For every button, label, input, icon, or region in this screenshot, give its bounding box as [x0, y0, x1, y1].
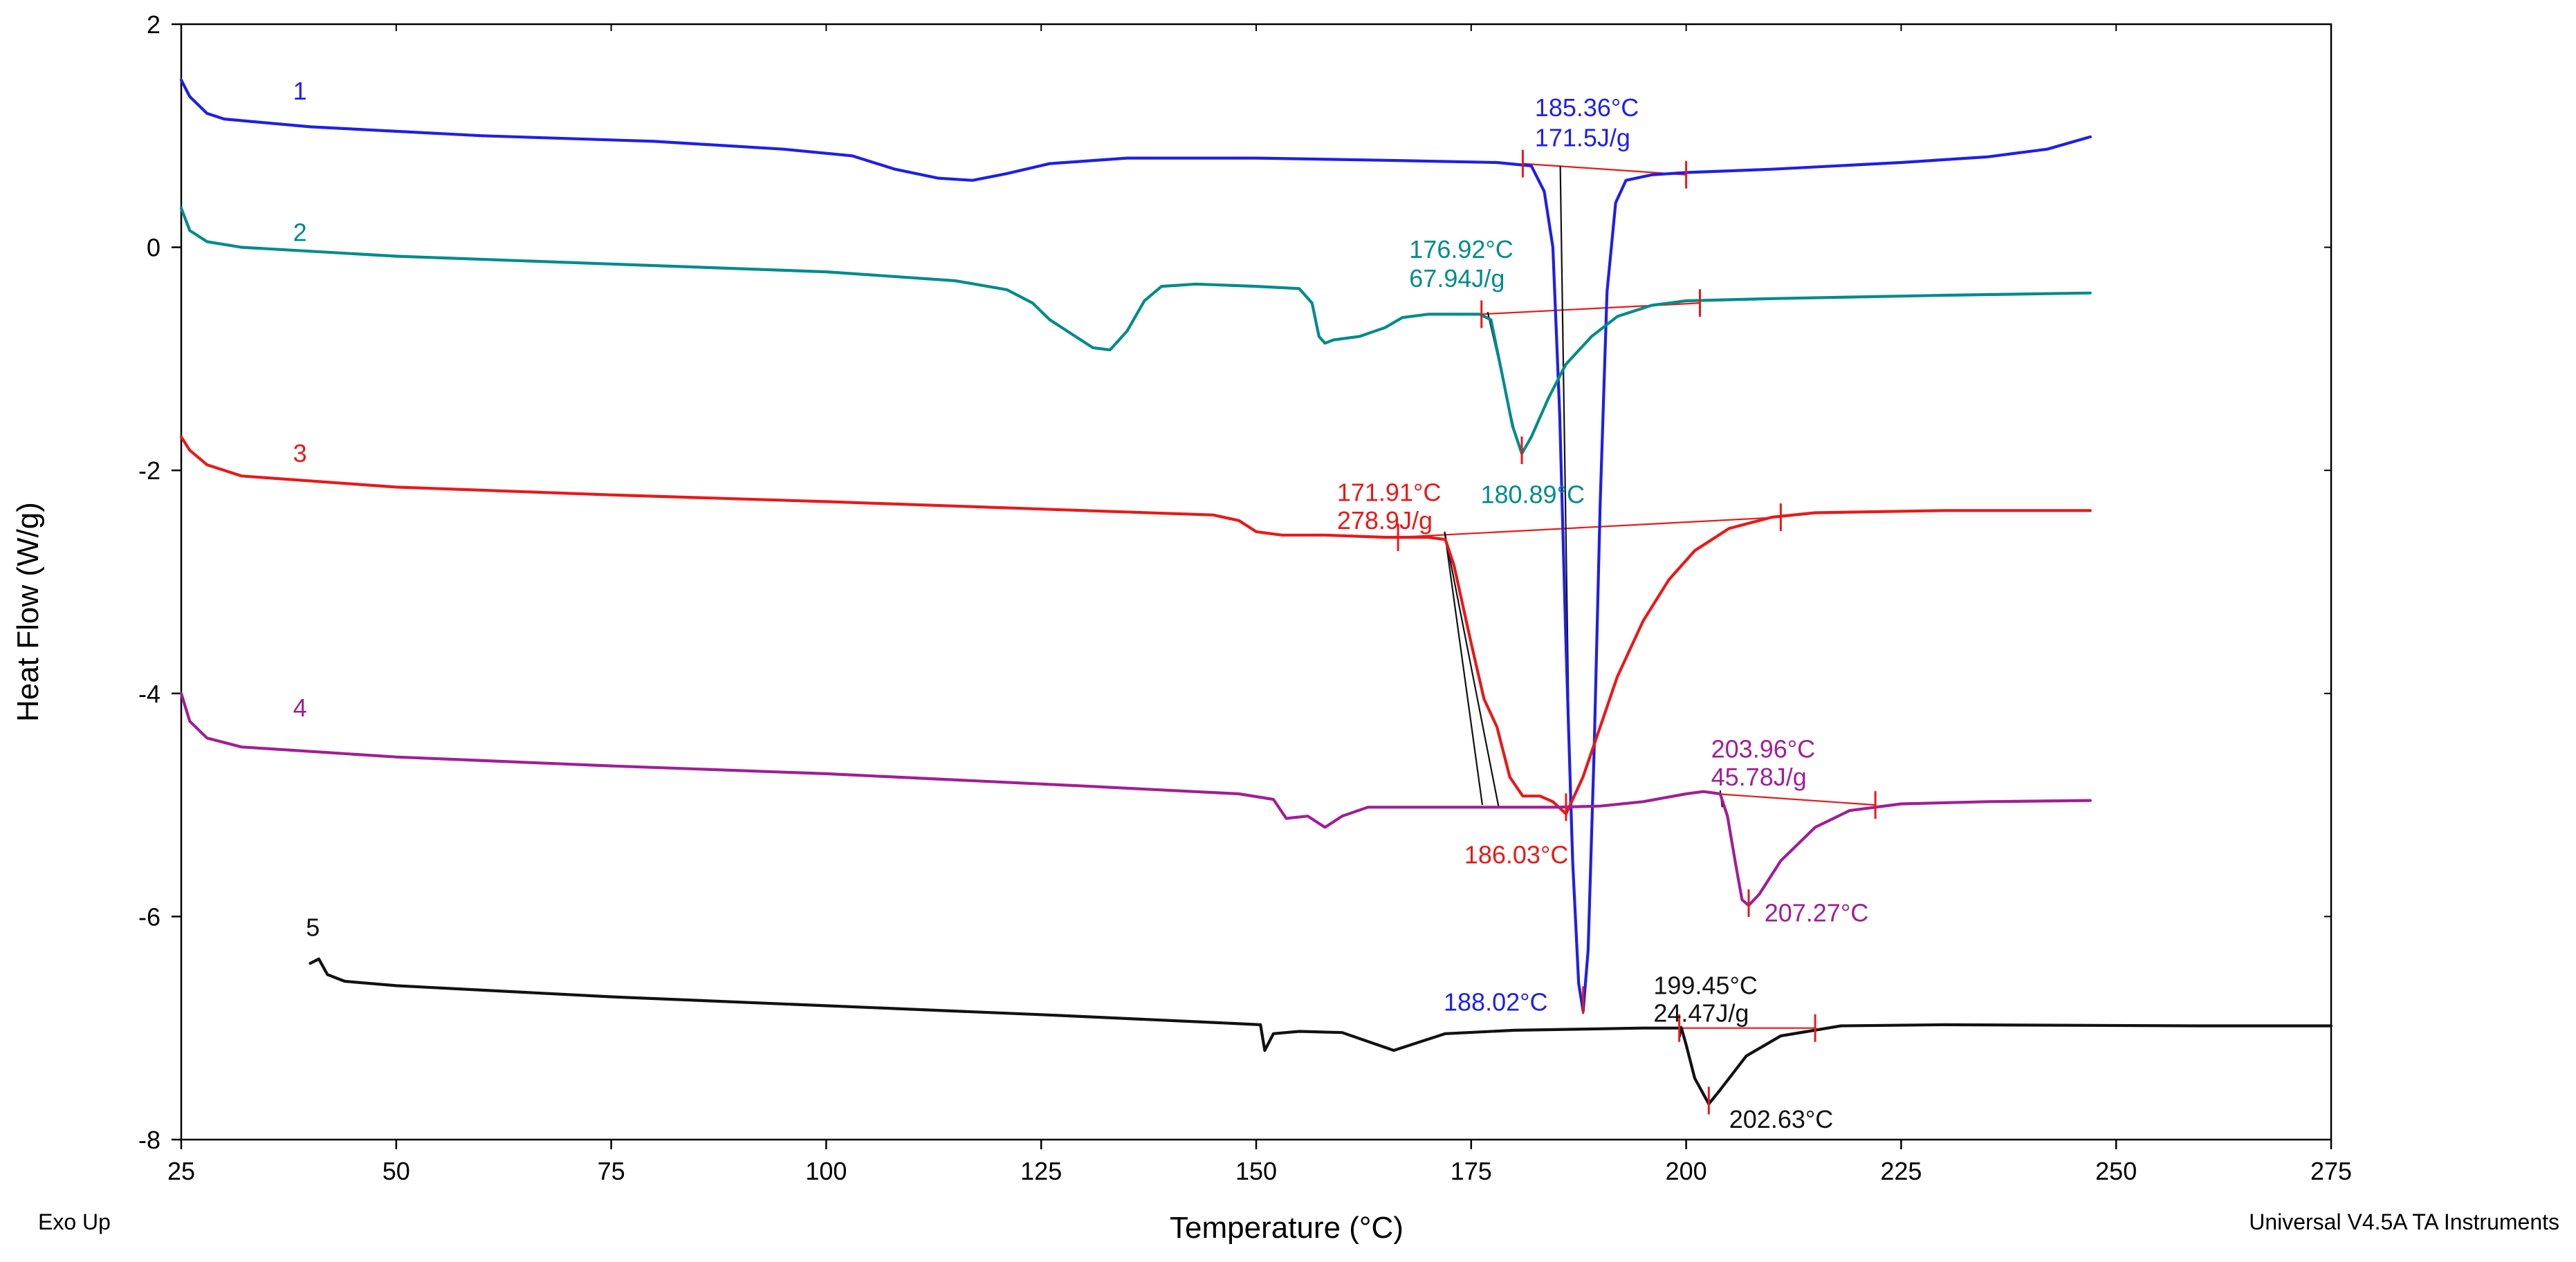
annotation-series-3: 171.91°C	[1337, 478, 1442, 506]
annotation-series-1: 185.36°C	[1535, 93, 1639, 122]
series-line-5	[309, 957, 2333, 1106]
y-tick-label: 0	[147, 234, 160, 262]
y-tick-label: 2	[147, 10, 160, 39]
x-tick-label: 125	[1020, 1157, 1062, 1185]
y-tick-label: -6	[138, 902, 160, 931]
y-tick-label: -4	[138, 680, 160, 708]
onset-line-series-3	[1444, 531, 1484, 806]
instrument-label: Universal V4.5A TA Instruments	[2249, 1209, 2559, 1234]
exo-up-label: Exo Up	[38, 1209, 111, 1234]
annotation-series-4: 207.27°C	[1765, 899, 1869, 927]
annotation-series-1: 188.02°C	[1444, 988, 1548, 1017]
series-label-2: 2	[293, 219, 307, 247]
series-label-1: 1	[293, 77, 307, 105]
x-tick-label: 150	[1235, 1157, 1277, 1185]
annotation-series-5: 24.47J/g	[1653, 999, 1749, 1028]
y-tick-label: -8	[138, 1126, 160, 1154]
annotation-series-5: 202.63°C	[1729, 1105, 1834, 1133]
x-tick-label: 250	[2095, 1157, 2137, 1185]
baseline-series-4	[1716, 792, 1876, 806]
series-label-4: 4	[293, 694, 307, 722]
series-line-2	[179, 207, 2092, 456]
annotation-series-4: 203.96°C	[1711, 734, 1816, 763]
annotation-series-5: 199.45°C	[1653, 971, 1758, 999]
series-line-4	[179, 692, 2092, 907]
x-tick-label: 50	[383, 1157, 410, 1185]
series-curves	[179, 78, 2333, 1106]
x-tick-label: 100	[805, 1157, 847, 1185]
series-label-5: 5	[306, 913, 320, 942]
plot-border	[180, 23, 2333, 1141]
x-tick-label: 200	[1666, 1157, 1707, 1185]
series-line-1	[179, 78, 2092, 1013]
y-axis-title: Heat Flow (W/g)	[11, 502, 45, 722]
x-tick-label: 175	[1451, 1157, 1492, 1185]
series-line-3	[179, 435, 2092, 816]
curve-labels: 1 2 3 4 5	[293, 77, 320, 942]
annotation-series-2: 67.94J/g	[1409, 264, 1505, 293]
x-axis-title: Temperature (°C)	[1170, 1211, 1404, 1245]
series-label-3: 3	[293, 439, 307, 467]
annotation-series-3: 186.03°C	[1464, 841, 1569, 869]
plot-frame	[180, 23, 2333, 1141]
annotation-series-1: 171.5J/g	[1535, 124, 1630, 152]
annotation-series-2: 176.92°C	[1409, 235, 1514, 263]
baseline-series-3	[1398, 516, 1781, 539]
annotation-series-4: 45.78J/g	[1711, 763, 1807, 791]
tick-markers	[1397, 149, 1877, 1115]
annotation-series-2: 180.89°C	[1480, 481, 1585, 509]
x-tick-label: 275	[2310, 1157, 2352, 1185]
x-tick-label: 75	[598, 1157, 625, 1185]
onset-line-series-3	[1444, 531, 1500, 808]
x-tick-label: 25	[167, 1157, 195, 1185]
onset-lines	[1444, 165, 1723, 1037]
y-axis: -8 -6 -4 -2 0 2	[138, 10, 2331, 1154]
y-tick-label: -2	[138, 456, 160, 485]
x-tick-label: 225	[1880, 1157, 1922, 1185]
annotation-series-3: 278.9J/g	[1337, 506, 1433, 535]
x-axis: 25 50 75 100 125 150 175 200 225 250 275	[167, 24, 2352, 1185]
